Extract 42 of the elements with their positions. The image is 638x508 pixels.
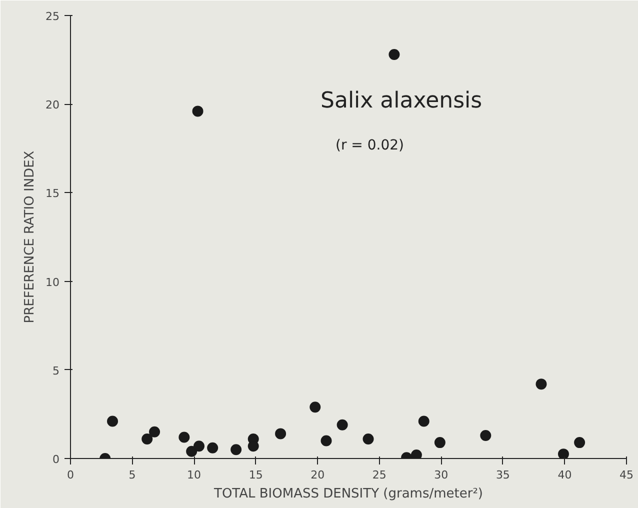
point <box>107 416 118 427</box>
point <box>320 435 332 446</box>
point <box>192 106 204 117</box>
point <box>207 442 218 454</box>
point <box>194 440 204 452</box>
x-tick-label: 25 <box>372 468 386 482</box>
point <box>388 48 400 60</box>
point <box>149 426 160 438</box>
x-axis-title: TOTAL BIOMASS DENSITY (grams/meter²) <box>213 486 484 502</box>
point <box>142 434 153 444</box>
y-tick-label: 20 <box>46 98 60 112</box>
y-tick-label: 10 <box>46 276 60 289</box>
point <box>536 378 547 390</box>
point <box>480 430 492 441</box>
point <box>336 419 348 430</box>
x-tick-label: 30 <box>434 468 448 482</box>
point <box>362 434 374 444</box>
y-tick-label: 0 <box>52 453 60 466</box>
point <box>275 428 286 440</box>
point <box>558 448 569 458</box>
annotation: (r = 0.02) <box>336 138 404 154</box>
point <box>230 444 242 456</box>
y-tick-label: 25 <box>46 10 60 23</box>
y-tick-label: 5 <box>52 364 60 378</box>
point <box>418 416 430 427</box>
x-tick-label: 20 <box>310 468 325 482</box>
x-tick-label: 40 <box>558 468 572 482</box>
x-tick-label: 5 <box>128 468 136 482</box>
y-axis-title: PREFERENCE RATIO INDEX <box>22 150 38 324</box>
point <box>410 449 422 458</box>
point <box>178 432 190 443</box>
point <box>186 446 198 457</box>
x-tick-label: 45 <box>620 468 634 482</box>
x-tick-label: 15 <box>248 468 263 482</box>
annotation: Salix alaxensis <box>320 88 482 114</box>
point <box>434 437 446 448</box>
y-tick-label: 15 <box>46 187 60 200</box>
point <box>310 402 321 413</box>
x-tick-label: 0 <box>67 468 74 482</box>
x-tick-label: 35 <box>496 468 510 482</box>
point <box>574 437 586 448</box>
x-tick-label: 10 <box>187 468 202 482</box>
